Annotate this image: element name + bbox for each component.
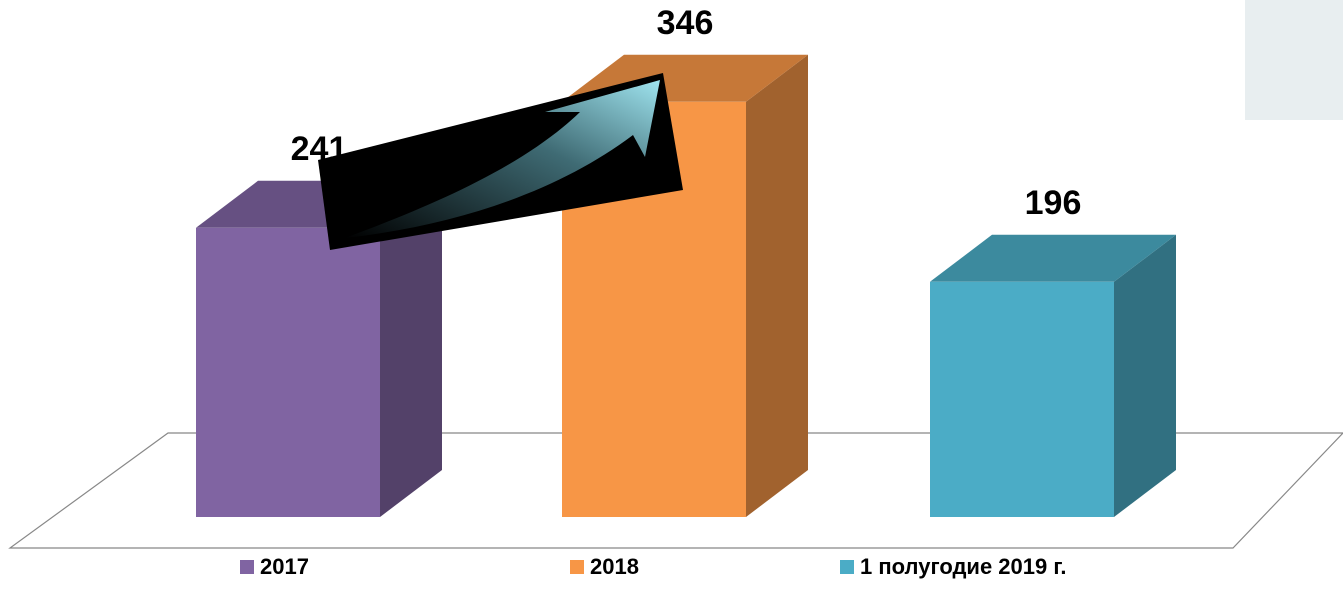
legend-swatch <box>840 560 854 574</box>
floor <box>8 432 1343 549</box>
value-label: 196 <box>1025 184 1082 222</box>
photo <box>1245 0 1343 120</box>
bar-side <box>746 54 808 518</box>
bar <box>196 180 442 518</box>
bar-front <box>930 281 1114 517</box>
bar-front <box>196 227 380 518</box>
legend-swatch <box>570 560 584 574</box>
bar <box>930 234 1176 518</box>
legend-label: 2018 <box>590 554 639 579</box>
value-label: 346 <box>657 4 714 42</box>
bar-side <box>380 180 442 518</box>
bar-top <box>930 234 1176 282</box>
bar-side <box>1114 234 1176 518</box>
growth-arrow <box>318 73 683 250</box>
legend-swatch <box>240 560 254 574</box>
legend-label: 2017 <box>260 554 309 579</box>
legend-label: 1 полугодие 2019 г. <box>860 554 1066 579</box>
